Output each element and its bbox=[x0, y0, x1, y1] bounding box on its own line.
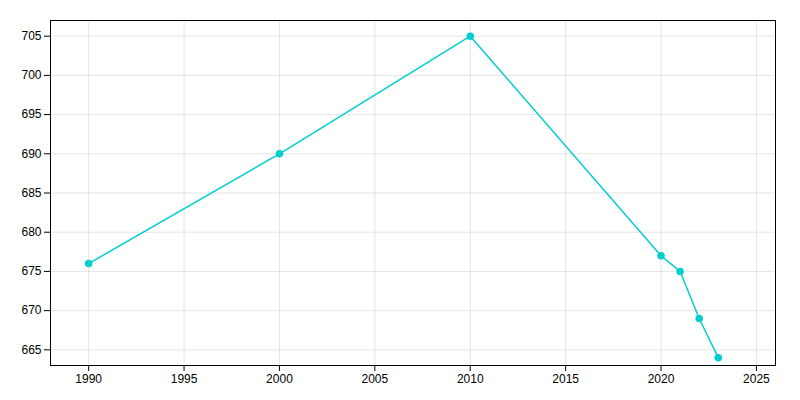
svg-text:2025: 2025 bbox=[743, 372, 770, 386]
svg-text:2000: 2000 bbox=[266, 372, 293, 386]
svg-text:690: 690 bbox=[21, 147, 41, 161]
svg-text:705: 705 bbox=[21, 29, 41, 43]
svg-text:2010: 2010 bbox=[457, 372, 484, 386]
svg-text:2005: 2005 bbox=[361, 372, 388, 386]
svg-text:700: 700 bbox=[21, 68, 41, 82]
svg-text:2020: 2020 bbox=[648, 372, 675, 386]
svg-text:1990: 1990 bbox=[75, 372, 102, 386]
svg-text:685: 685 bbox=[21, 186, 41, 200]
svg-text:1995: 1995 bbox=[171, 372, 198, 386]
svg-text:665: 665 bbox=[21, 343, 41, 357]
svg-text:2015: 2015 bbox=[552, 372, 579, 386]
svg-text:695: 695 bbox=[21, 107, 41, 121]
svg-text:675: 675 bbox=[21, 264, 41, 278]
svg-text:670: 670 bbox=[21, 303, 41, 317]
svg-text:680: 680 bbox=[21, 225, 41, 239]
